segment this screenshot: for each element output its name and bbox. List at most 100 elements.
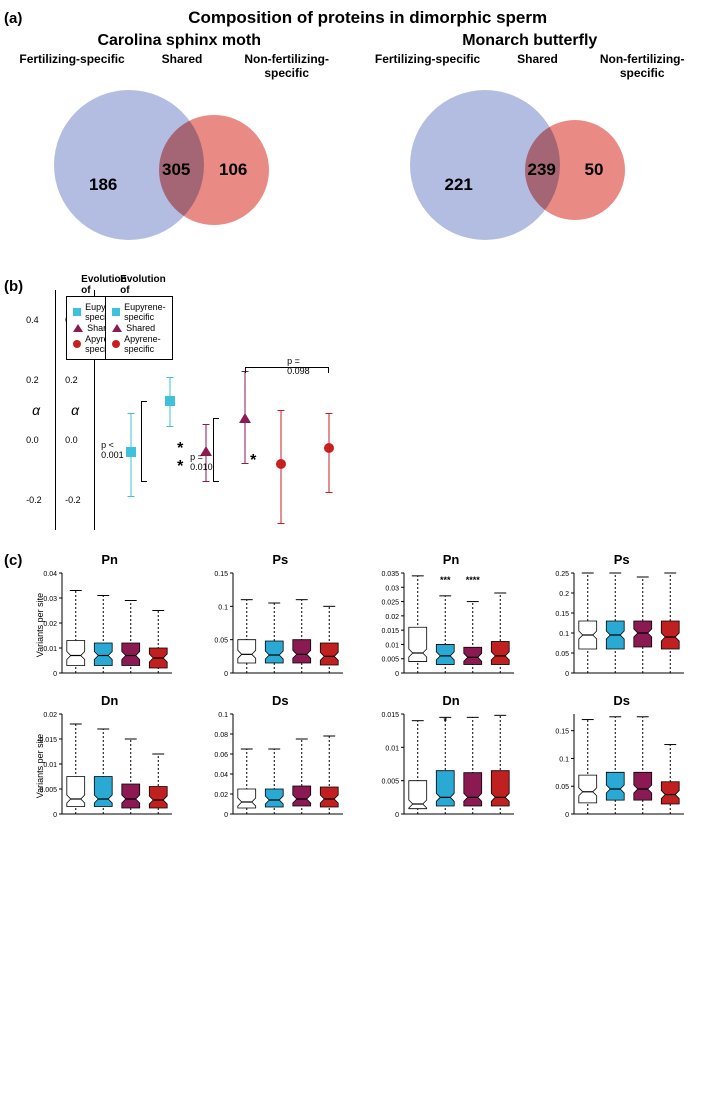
boxplot: Ps00.050.10.150.20.25 bbox=[538, 552, 705, 687]
panel-c-label: (c) bbox=[4, 552, 22, 569]
panel-a-label: (a) bbox=[4, 10, 22, 27]
species-left: Carolina sphinx moth bbox=[4, 32, 355, 50]
svg-text:0.02: 0.02 bbox=[44, 621, 58, 628]
alpha-plot: Evolution of dimorphic sperm in Carolina… bbox=[55, 290, 56, 530]
svg-text:0.015: 0.015 bbox=[381, 712, 399, 719]
y-axis-label: Variants per site bbox=[36, 592, 46, 656]
boxplot: Ds 0 0.02 0.04 0.06 0.08 0.1 bbox=[197, 693, 364, 828]
label-nonfert-l: Non-fertilizing- specific bbox=[224, 52, 350, 80]
svg-text:****: **** bbox=[465, 575, 480, 585]
legend: Eupyrene-specificSharedApyrene-specific bbox=[105, 296, 173, 360]
boxplot: Pn00.0050.010.0150.020.0250.030.035*****… bbox=[368, 552, 535, 687]
svg-text:0: 0 bbox=[565, 671, 569, 678]
svg-text:0.01: 0.01 bbox=[44, 762, 58, 769]
panel-a: (a) Composition of proteins in dimorphic… bbox=[4, 8, 705, 250]
venn-right: Fertilizing-specific Shared Non-fertiliz… bbox=[360, 52, 706, 250]
svg-text:0.02: 0.02 bbox=[44, 712, 58, 719]
venn-count: 106 bbox=[219, 160, 247, 180]
svg-text:0.1: 0.1 bbox=[218, 712, 228, 719]
svg-text:0.015: 0.015 bbox=[381, 628, 399, 635]
data-point bbox=[239, 413, 251, 423]
svg-text:0: 0 bbox=[395, 671, 399, 678]
svg-text:0.01: 0.01 bbox=[385, 642, 399, 649]
svg-text:0.15: 0.15 bbox=[556, 729, 570, 736]
svg-text:0.05: 0.05 bbox=[214, 638, 228, 645]
svg-text:0: 0 bbox=[53, 812, 57, 819]
data-point bbox=[165, 396, 175, 406]
venn-count: 239 bbox=[528, 160, 556, 180]
y-tick: 0.4 bbox=[26, 315, 39, 325]
svg-text:0.025: 0.025 bbox=[381, 600, 399, 607]
svg-text:***: *** bbox=[440, 575, 451, 585]
y-tick: -0.2 bbox=[65, 495, 81, 505]
svg-text:0.035: 0.035 bbox=[381, 571, 399, 578]
boxplot-title: Ps bbox=[538, 552, 705, 567]
svg-text:0: 0 bbox=[224, 671, 228, 678]
y-axis-label: Variants per site bbox=[36, 733, 46, 797]
svg-text:0.05: 0.05 bbox=[556, 651, 570, 658]
sig-stars: * * bbox=[177, 440, 183, 476]
panel-b-label: (b) bbox=[4, 278, 23, 295]
svg-text:0.25: 0.25 bbox=[556, 571, 570, 578]
svg-text:0.1: 0.1 bbox=[560, 631, 570, 638]
svg-text:0.15: 0.15 bbox=[556, 611, 570, 618]
svg-text:0.04: 0.04 bbox=[214, 772, 228, 779]
svg-text:0: 0 bbox=[224, 812, 228, 819]
svg-text:0.03: 0.03 bbox=[385, 585, 399, 592]
boxplot: Dn 0 0.005 0.01 0.015 * bbox=[368, 693, 535, 828]
svg-text:0.15: 0.15 bbox=[214, 571, 228, 578]
legend-label: Apyrene-specific bbox=[124, 334, 166, 354]
boxplot-title: Pn bbox=[368, 552, 535, 567]
svg-text:*: * bbox=[443, 716, 447, 726]
y-tick: 0.2 bbox=[65, 375, 78, 385]
boxplot: Ds00.050.10.15 bbox=[538, 693, 705, 828]
legend-label: Shared bbox=[126, 323, 155, 333]
error-bar bbox=[329, 413, 330, 493]
p-value-text: p = 0.010 bbox=[190, 452, 213, 472]
svg-text:0.08: 0.08 bbox=[214, 732, 228, 739]
svg-text:0.005: 0.005 bbox=[381, 779, 399, 786]
sig-stars: * bbox=[250, 452, 256, 470]
p-value-text: p = 0.098 bbox=[287, 356, 310, 376]
boxplot-title: Pn bbox=[26, 552, 193, 567]
venn-count: 221 bbox=[445, 175, 473, 195]
boxplot-title: Ds bbox=[538, 693, 705, 708]
svg-text:0.04: 0.04 bbox=[44, 571, 58, 578]
svg-text:0.1: 0.1 bbox=[218, 604, 228, 611]
label-fert-l: Fertilizing-specific bbox=[4, 52, 140, 80]
label-fert-r: Fertilizing-specific bbox=[360, 52, 496, 80]
y-tick: 0.0 bbox=[65, 435, 78, 445]
label-shared-l: Shared bbox=[140, 52, 224, 80]
p-value-text: p < 0.001 bbox=[101, 440, 124, 460]
boxplot: DnVariants per site00.0050.010.0150.02 bbox=[26, 693, 193, 828]
species-right: Monarch butterfly bbox=[355, 32, 706, 50]
venn-count: 186 bbox=[89, 175, 117, 195]
y-tick: -0.2 bbox=[26, 495, 42, 505]
svg-text:0.005: 0.005 bbox=[381, 657, 399, 664]
svg-text:0.01: 0.01 bbox=[385, 745, 399, 752]
label-shared-r: Shared bbox=[496, 52, 580, 80]
svg-text:0.01: 0.01 bbox=[44, 646, 58, 653]
main-title: Composition of proteins in dimorphic spe… bbox=[30, 8, 705, 28]
boxplot: Ps00.050.10.15 bbox=[197, 552, 364, 687]
boxplot-title: Ds bbox=[197, 693, 364, 708]
boxplot-title: Dn bbox=[368, 693, 535, 708]
legend-label: Eupyrene-specific bbox=[124, 302, 166, 322]
y-axis-label: α bbox=[71, 402, 79, 418]
venn-left: Fertilizing-specific Shared Non-fertiliz… bbox=[4, 52, 350, 250]
svg-text:0.05: 0.05 bbox=[556, 784, 570, 791]
y-tick: 0.2 bbox=[26, 375, 39, 385]
boxplot-title: Dn bbox=[26, 693, 193, 708]
svg-text:0.06: 0.06 bbox=[214, 752, 228, 759]
boxplot: PnVariants per site00.010.020.030.04 bbox=[26, 552, 193, 687]
svg-text:0: 0 bbox=[395, 812, 399, 819]
data-point bbox=[276, 459, 286, 469]
data-point bbox=[324, 443, 334, 453]
venn-count: 50 bbox=[585, 160, 604, 180]
svg-text:0.02: 0.02 bbox=[214, 792, 228, 799]
data-point bbox=[126, 447, 136, 457]
svg-text:0.02: 0.02 bbox=[385, 614, 399, 621]
venn-count: 305 bbox=[162, 160, 190, 180]
svg-text:0: 0 bbox=[53, 671, 57, 678]
svg-text:0.1: 0.1 bbox=[560, 756, 570, 763]
